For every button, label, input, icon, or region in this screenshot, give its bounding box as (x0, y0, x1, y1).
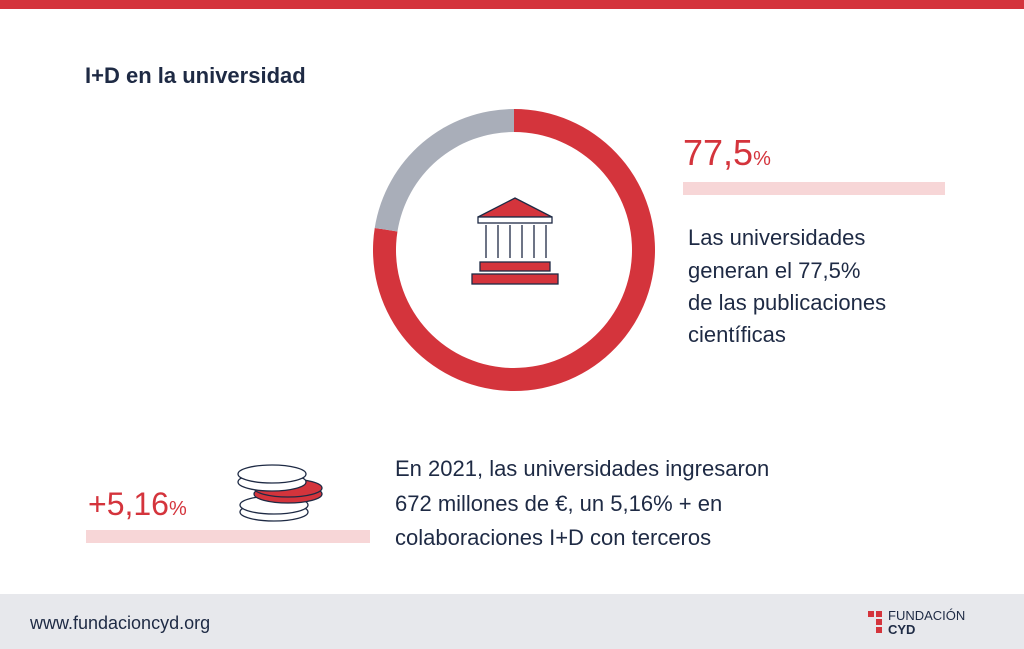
building-icon (471, 197, 559, 285)
logo-mark (868, 611, 882, 633)
description: 672 millones de €, un 5,16% + en (395, 491, 722, 516)
logo-text: CYD (888, 622, 915, 637)
description: de las publicaciones (688, 290, 886, 315)
description: Las universidades (688, 225, 865, 250)
top-bar (0, 0, 1024, 9)
stat-value: +5,16% (88, 486, 187, 522)
description: En 2021, las universidades ingresaron (395, 456, 769, 481)
donut (373, 108, 655, 391)
description: colaboraciones I+D con terceros (395, 525, 711, 550)
footer (0, 594, 1024, 649)
stat-value: 77,5% (683, 132, 771, 173)
description: generan el 77,5% (688, 258, 860, 283)
highlight-bar (683, 182, 945, 195)
footer-url: www.fundacioncyd.org (29, 613, 210, 633)
highlight-bar (86, 530, 370, 543)
coins-icon (237, 464, 323, 522)
description: científicas (688, 322, 786, 347)
logo-text: FUNDACIÓN (888, 608, 965, 623)
title: I+D en la universidad (85, 63, 306, 88)
donut-segment (374, 108, 514, 232)
